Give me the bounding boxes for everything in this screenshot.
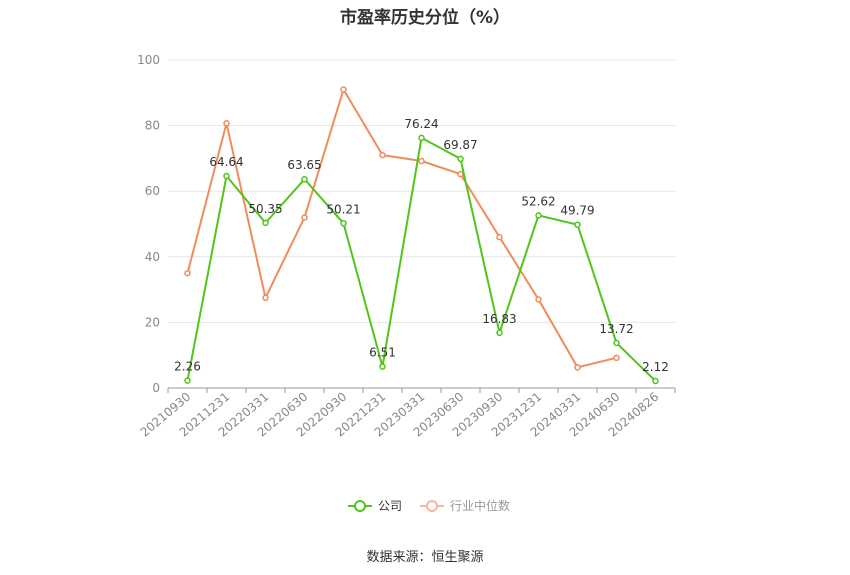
axes: 0204060801002021093020211231202203312022… [137, 53, 676, 440]
data-point [379, 363, 386, 370]
data-point [496, 329, 503, 337]
y-tick-label-20: 20 [145, 315, 160, 329]
data-labels: 2.26 64.64 50.35 63.65 50.21 6.51 76.24 69.87 16… [174, 117, 669, 374]
grid-lines [168, 59, 675, 323]
y-tick-label-60: 60 [145, 184, 160, 198]
chart-title: 市盈率历史分位（%） [339, 8, 511, 28]
y-tick-label-80: 80 [145, 119, 160, 133]
y-tick-label-100: 100 [137, 53, 160, 67]
data-label: 64.64 [209, 155, 243, 169]
data-label: 76.24 [404, 117, 438, 131]
data-label: 50.35 [248, 202, 282, 216]
data-point [379, 151, 386, 159]
data-point [457, 170, 464, 178]
data-point [613, 339, 620, 347]
y-tick-label-0: 0 [152, 381, 160, 395]
data-point [613, 354, 620, 362]
data-label: 2.12 [642, 360, 669, 374]
data-point [418, 157, 425, 165]
legend: 公司 行业中位数 [348, 498, 510, 513]
legend-item-0[interactable]: 公司 [348, 499, 402, 513]
data-point [184, 377, 191, 384]
series-line-1 [186, 87, 617, 369]
legend-swatch-marker [426, 500, 438, 512]
legend-item-1[interactable]: 行业中位数 [420, 498, 510, 513]
data-label: 6.51 [369, 346, 396, 360]
legend-swatch-marker [354, 500, 366, 512]
data-label: 13.72 [599, 322, 633, 336]
data-point [340, 86, 347, 93]
data-source-note: 数据来源：恒生聚源 [366, 550, 484, 565]
data-point [301, 214, 308, 221]
series-lines [184, 86, 659, 385]
data-label: 2.26 [174, 360, 201, 374]
data-point [418, 134, 425, 142]
data-point [301, 175, 308, 183]
legend-label: 公司 [378, 499, 402, 513]
data-point [574, 221, 581, 228]
data-point [223, 172, 230, 180]
data-label: 63.65 [287, 158, 321, 172]
legend-label: 行业中位数 [450, 498, 510, 513]
y-tick-label-40: 40 [145, 250, 160, 264]
data-point [496, 233, 503, 241]
data-label: 69.87 [443, 138, 477, 152]
data-label: 49.79 [560, 204, 594, 218]
data-point [262, 219, 269, 227]
data-label: 52.62 [521, 194, 555, 208]
data-point [535, 212, 542, 219]
data-point [457, 155, 464, 163]
data-point [535, 296, 542, 303]
data-point [574, 364, 581, 371]
data-point [223, 120, 230, 127]
data-point [262, 294, 269, 302]
data-point [340, 220, 347, 227]
data-point [652, 377, 659, 385]
data-point [184, 269, 191, 277]
data-label: 16.83 [482, 312, 516, 326]
data-label: 50.21 [326, 202, 360, 216]
